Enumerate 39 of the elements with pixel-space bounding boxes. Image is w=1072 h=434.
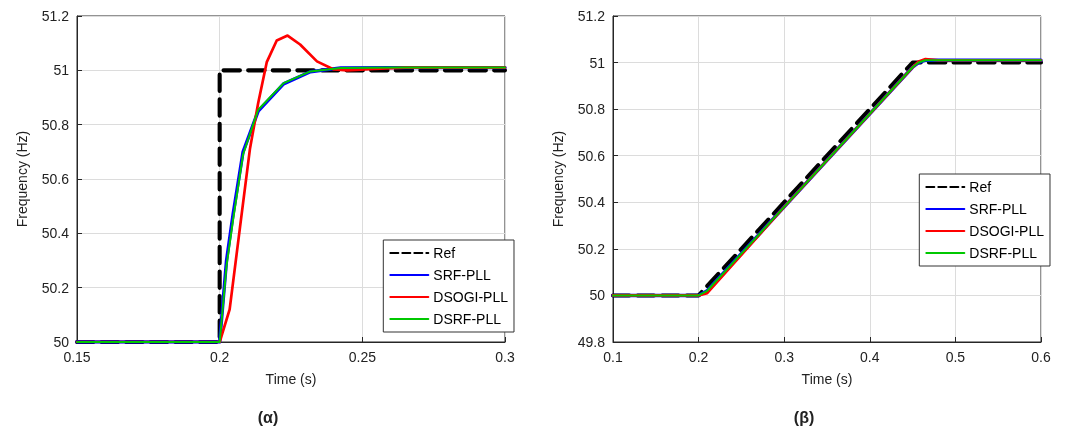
x-tick-label: 0.25 [348,349,377,365]
y-tick-label: 50.8 [577,101,606,118]
legend-label: SRF-PLL [969,201,1028,217]
y-tick-label: 50.6 [41,171,70,187]
y-tick-label: 50.6 [577,147,606,164]
y-tick-label: 50.4 [41,225,70,242]
x-tick-label: 0.1 [603,349,623,365]
x-tick-label: 0.3 [774,349,795,365]
y-tick-label: 50.2 [577,240,606,257]
x-tick-label: 0.2 [209,349,230,365]
legend-label: Ref [433,245,456,261]
x-tick-label: 0.4 [860,349,880,365]
x-tick-label: 0.3 [495,349,515,365]
x-axis-title: Time (s) [265,371,317,387]
legend-label: Ref [969,179,992,195]
legend-label: DSOGI-PLL [969,223,1045,239]
y-tick-label: 50.4 [577,194,606,211]
y-tick-label: 50 [53,334,70,350]
y-tick-label: 50.2 [41,279,70,296]
x-tick-label: 0.15 [63,349,91,365]
x-tick-label: 0.5 [945,349,966,365]
x-tick-label: 0.2 [688,349,709,365]
y-tick-label: 50.8 [41,116,70,133]
y-tick-label: 50 [589,287,606,304]
y-tick-label: 49.8 [577,334,606,350]
y-tick-label: 51.2 [577,8,606,24]
x-axis-title: Time (s) [801,371,853,387]
y-tick-label: 51 [589,54,606,71]
y-axis-title: Frequency (Hz) [550,130,566,228]
y-tick-label: 51.2 [41,8,70,24]
legend-label: SRF-PLL [433,267,492,283]
legend-label: DSRF-PLL [969,245,1038,261]
x-tick-label: 0.6 [1031,349,1051,365]
text: (α) [257,408,279,426]
text: (β) [793,408,815,426]
y-tick-label: 51 [53,62,70,79]
y-axis-title: Frequency (Hz) [14,130,30,228]
legend-label: DSOGI-PLL [433,289,509,305]
legend-label: DSRF-PLL [433,311,502,327]
